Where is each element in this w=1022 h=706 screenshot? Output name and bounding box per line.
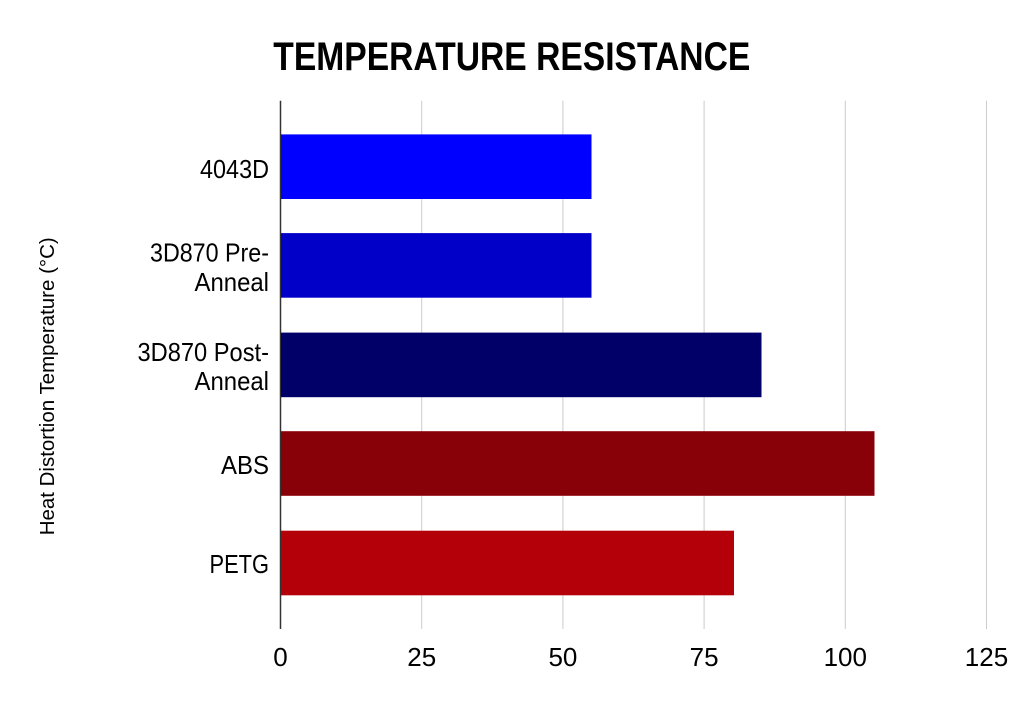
svg-text:3D870 Post-: 3D870 Post- — [138, 337, 270, 367]
svg-text:ABS: ABS — [221, 450, 269, 480]
svg-text:0: 0 — [273, 642, 287, 672]
svg-text:Anneal: Anneal — [195, 267, 270, 297]
svg-text:4043D: 4043D — [200, 154, 269, 184]
svg-text:TEMPERATURE RESISTANCE: TEMPERATURE RESISTANCE — [273, 35, 750, 79]
svg-text:25: 25 — [407, 642, 436, 672]
svg-text:50: 50 — [548, 642, 577, 672]
svg-text:Heat Distortion Temperature (°: Heat Distortion Temperature (°C) — [37, 237, 59, 535]
svg-text:100: 100 — [824, 642, 867, 672]
svg-text:3D870 Pre-: 3D870 Pre- — [150, 237, 269, 267]
svg-text:125: 125 — [965, 642, 1008, 672]
svg-text:75: 75 — [690, 642, 719, 672]
svg-text:PETG: PETG — [210, 549, 270, 579]
svg-text:Anneal: Anneal — [195, 366, 270, 396]
